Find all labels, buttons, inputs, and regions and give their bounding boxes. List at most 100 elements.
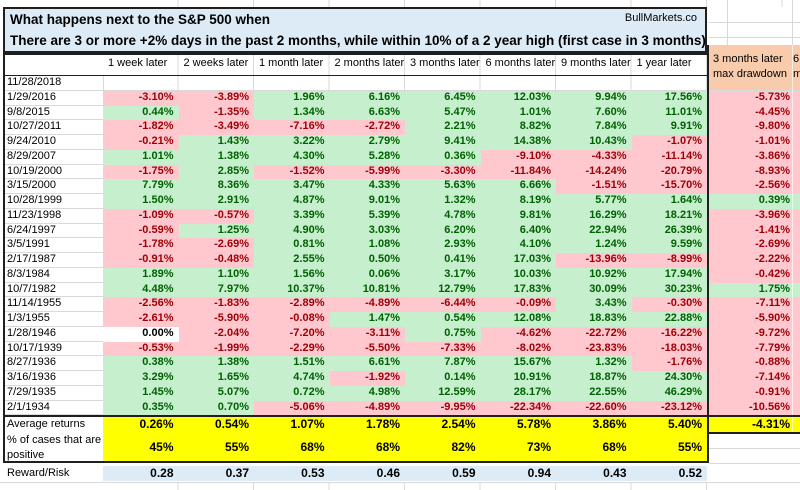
value-cell[interactable]: 1.64%	[631, 194, 707, 209]
value-cell[interactable]: 6.16%	[329, 90, 405, 106]
value-cell[interactable]: -2.29%	[254, 341, 330, 357]
value-cell[interactable]: 16.29%	[556, 208, 632, 224]
date-cell[interactable]: 3/16/1936	[3, 371, 103, 386]
value-cell[interactable]: 4.98%	[329, 385, 405, 401]
value-cell[interactable]: -8.99%	[631, 253, 707, 268]
value-cell[interactable]: 11.01%	[631, 105, 707, 121]
value-cell[interactable]: 5.28%	[329, 149, 405, 165]
value-cell[interactable]: -0.53%	[103, 341, 179, 357]
drawdown-cell[interactable]: 1.75%	[709, 282, 800, 298]
value-cell[interactable]: -4.33%	[556, 149, 632, 165]
value-cell[interactable]: -1.51%	[556, 179, 632, 194]
value-cell[interactable]: 7.60%	[556, 105, 632, 121]
summary-percent-value[interactable]: 82%	[405, 433, 481, 463]
value-cell[interactable]: -1.78%	[103, 238, 179, 253]
value-cell[interactable]: 30.23%	[631, 282, 707, 298]
value-cell[interactable]: -23.83%	[556, 341, 632, 357]
drawdown-cell[interactable]: -7.14%	[709, 371, 800, 386]
value-cell[interactable]: 6.61%	[329, 356, 405, 371]
value-cell[interactable]: 1.45%	[103, 385, 179, 401]
value-cell[interactable]: 17.94%	[631, 267, 707, 283]
value-cell[interactable]: 6.45%	[405, 90, 481, 106]
value-cell[interactable]: -2.56%	[103, 297, 179, 312]
value-cell[interactable]: 2.93%	[405, 238, 481, 253]
value-cell[interactable]: 9.91%	[631, 120, 707, 135]
value-cell[interactable]: -13.96%	[556, 253, 632, 268]
drawdown-cell[interactable]: -0.42%	[709, 267, 800, 283]
value-cell[interactable]: -15.70%	[631, 179, 707, 194]
value-cell[interactable]: -4.89%	[329, 400, 405, 416]
value-cell[interactable]: 22.55%	[556, 385, 632, 401]
summary-percent-value[interactable]: 68%	[254, 433, 330, 463]
date-cell[interactable]: 10/28/1999	[3, 194, 103, 209]
value-cell[interactable]: -0.48%	[178, 253, 254, 268]
value-cell[interactable]: 1.47%	[329, 312, 405, 327]
value-cell[interactable]: 4.48%	[103, 282, 179, 298]
date-cell[interactable]: 8/27/1936	[3, 356, 103, 371]
drawdown-cell[interactable]: -5.73%	[709, 90, 800, 106]
value-cell[interactable]: -0.59%	[103, 223, 179, 239]
value-cell[interactable]: 30.09%	[556, 282, 632, 298]
value-cell[interactable]: -18.03%	[631, 341, 707, 357]
drawdown-cell[interactable]: -7.11%	[709, 297, 800, 312]
summary-percent-value[interactable]: 68%	[556, 433, 632, 463]
value-cell[interactable]: -23.12%	[631, 400, 707, 416]
value-cell[interactable]: 12.03%	[480, 90, 556, 106]
value-cell[interactable]: -6.44%	[405, 297, 481, 312]
value-cell[interactable]: 15.67%	[480, 356, 556, 371]
date-cell[interactable]: 8/3/1984	[3, 268, 103, 283]
value-cell[interactable]: 0.41%	[405, 253, 481, 268]
value-cell[interactable]: 1.43%	[178, 135, 254, 150]
value-cell[interactable]: 5.77%	[556, 194, 632, 209]
summary-average-value[interactable]: 0.54%	[178, 417, 254, 433]
value-cell[interactable]: -2.89%	[254, 297, 330, 312]
value-cell[interactable]: 14.38%	[480, 135, 556, 150]
value-cell[interactable]: 3.43%	[556, 297, 632, 312]
value-cell[interactable]: -4.62%	[480, 326, 556, 342]
summary-average-value[interactable]: 2.54%	[405, 417, 481, 433]
value-cell[interactable]: 7.84%	[556, 120, 632, 135]
date-cell[interactable]: 1/29/2016	[3, 91, 103, 106]
column-header[interactable]: 3 months later	[410, 57, 480, 69]
date-cell[interactable]: 7/29/1935	[3, 386, 103, 401]
date-cell[interactable]: 2/17/1987	[3, 253, 103, 268]
reward-risk-value[interactable]: 0.94	[527, 466, 551, 480]
value-cell[interactable]: 1.32%	[556, 356, 632, 371]
column-header[interactable]: 9 months later	[561, 57, 631, 69]
reward-risk-value[interactable]: 0.53	[301, 466, 325, 480]
column-header[interactable]: 6 months later	[485, 57, 556, 69]
value-cell[interactable]: 4.74%	[254, 371, 330, 386]
value-cell[interactable]: -1.09%	[103, 208, 179, 224]
value-cell[interactable]: 10.91%	[480, 371, 556, 386]
value-cell[interactable]: 6.20%	[405, 223, 481, 239]
value-cell[interactable]: 24.30%	[631, 371, 707, 386]
drawdown-cell[interactable]: -1.41%	[709, 223, 800, 239]
value-cell[interactable]: 8.19%	[480, 194, 556, 209]
value-cell[interactable]: 1.50%	[103, 194, 179, 209]
column-header[interactable]: 2 months later	[334, 57, 405, 69]
drawdown-cell[interactable]: -2.69%	[709, 238, 800, 253]
value-cell[interactable]: 10.81%	[329, 282, 405, 298]
date-cell[interactable]: 3/5/1991	[3, 238, 103, 253]
value-cell[interactable]: 3.39%	[254, 208, 330, 224]
value-cell[interactable]: 12.59%	[405, 385, 481, 401]
value-cell[interactable]: -1.92%	[329, 371, 405, 386]
value-cell[interactable]: 6.63%	[329, 105, 405, 121]
summary-percent-value[interactable]: 73%	[480, 433, 556, 463]
date-cell[interactable]: 11/28/2018	[3, 76, 103, 91]
drawdown-cell[interactable]: -0.91%	[709, 385, 800, 401]
value-cell[interactable]: -7.20%	[254, 326, 330, 342]
value-cell[interactable]: -0.21%	[103, 135, 179, 150]
value-cell[interactable]: 1.10%	[178, 267, 254, 283]
value-cell[interactable]: 10.43%	[556, 135, 632, 150]
date-cell[interactable]: 6/24/1997	[3, 224, 103, 239]
value-cell[interactable]: 17.56%	[631, 90, 707, 106]
reward-risk-value[interactable]: 0.46	[376, 466, 400, 480]
value-cell[interactable]: 1.56%	[254, 267, 330, 283]
value-cell[interactable]: 1.08%	[329, 238, 405, 253]
value-cell[interactable]: 1.34%	[254, 105, 330, 121]
value-cell[interactable]: 9.94%	[556, 90, 632, 106]
value-cell[interactable]: 2.79%	[329, 135, 405, 150]
column-header[interactable]: 1 year later	[636, 57, 692, 69]
value-cell[interactable]: 22.88%	[631, 312, 707, 327]
